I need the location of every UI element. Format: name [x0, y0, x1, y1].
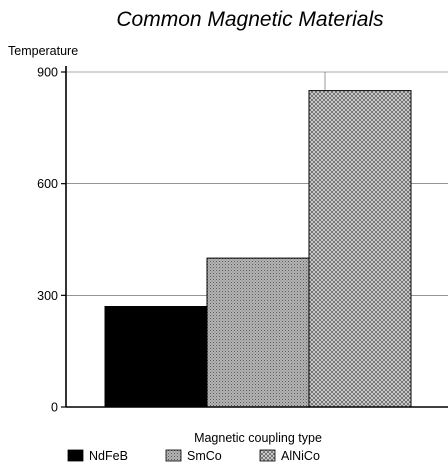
y-tick-label: 900 — [37, 66, 58, 80]
legend-swatch-smco — [165, 449, 182, 462]
chart-title: Common Magnetic Materials — [116, 8, 384, 31]
y-tick-label: 0 — [51, 401, 58, 415]
y-tick-label: 300 — [37, 289, 58, 303]
legend-label-smco: SmCo — [187, 449, 222, 463]
y-axis-label: Temperature — [8, 44, 78, 58]
bar-smco — [206, 257, 310, 408]
bar-alnico — [308, 90, 412, 408]
bar-ndfeb — [104, 306, 208, 408]
y-axis-ticks: 0 300 600 900 — [37, 66, 66, 415]
legend-swatch-ndfeb — [67, 449, 84, 462]
legend-label-ndfeb: NdFeB — [89, 449, 128, 463]
y-tick-label: 600 — [37, 177, 58, 191]
legend: NdFeB SmCo AlNiCo — [67, 449, 320, 463]
legend-label-alnico: AlNiCo — [281, 449, 320, 463]
legend-swatch-alnico — [259, 449, 276, 462]
x-axis-label: Magnetic coupling type — [194, 431, 322, 445]
bars — [104, 90, 412, 408]
